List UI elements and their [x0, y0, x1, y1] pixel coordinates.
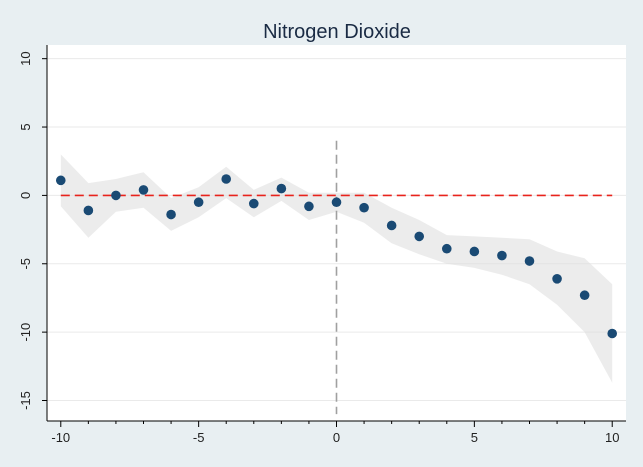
- y-tick-label: 10: [18, 51, 33, 65]
- data-point: [441, 243, 452, 254]
- data-point: [221, 174, 232, 184]
- x-tick-label: 0: [333, 430, 340, 445]
- confidence-band-area: [60, 154, 613, 383]
- x-tick-label: -5: [193, 430, 205, 445]
- chart-title: Nitrogen Dioxide: [263, 21, 411, 43]
- y-tick-label: -15: [18, 391, 33, 410]
- data-point: [304, 201, 314, 212]
- y-tick-label: -5: [18, 258, 33, 270]
- axes: 10 5 0 -5 -10 -15 -10 -5 0 5 10: [18, 45, 626, 445]
- y-tick-label: 5: [18, 123, 33, 130]
- x-tick-label: -10: [51, 430, 70, 445]
- y-tick-label: 0: [18, 192, 33, 199]
- data-point: [276, 183, 287, 194]
- data-point: [579, 290, 590, 301]
- data-point: [524, 256, 535, 266]
- data-point: [138, 185, 149, 195]
- data-point: [552, 274, 562, 284]
- data-point: [166, 209, 176, 220]
- data-point: [55, 175, 66, 186]
- data-point: [83, 205, 94, 216]
- y-tick-label: -10: [18, 323, 33, 342]
- x-tick-label: 10: [605, 430, 619, 445]
- data-point: [111, 190, 121, 201]
- data-point: [607, 328, 618, 339]
- data-point: [469, 246, 480, 257]
- data-point: [497, 250, 507, 261]
- data-point: [414, 231, 425, 242]
- x-tick-label: 5: [471, 430, 478, 445]
- data-point: [193, 197, 204, 208]
- reference-lines: [60, 140, 613, 415]
- data-point: [359, 202, 369, 213]
- data-point: [331, 197, 342, 208]
- confidence-band: [60, 154, 613, 383]
- data-points: [55, 174, 618, 339]
- data-point: [386, 220, 397, 231]
- data-point: [248, 198, 259, 209]
